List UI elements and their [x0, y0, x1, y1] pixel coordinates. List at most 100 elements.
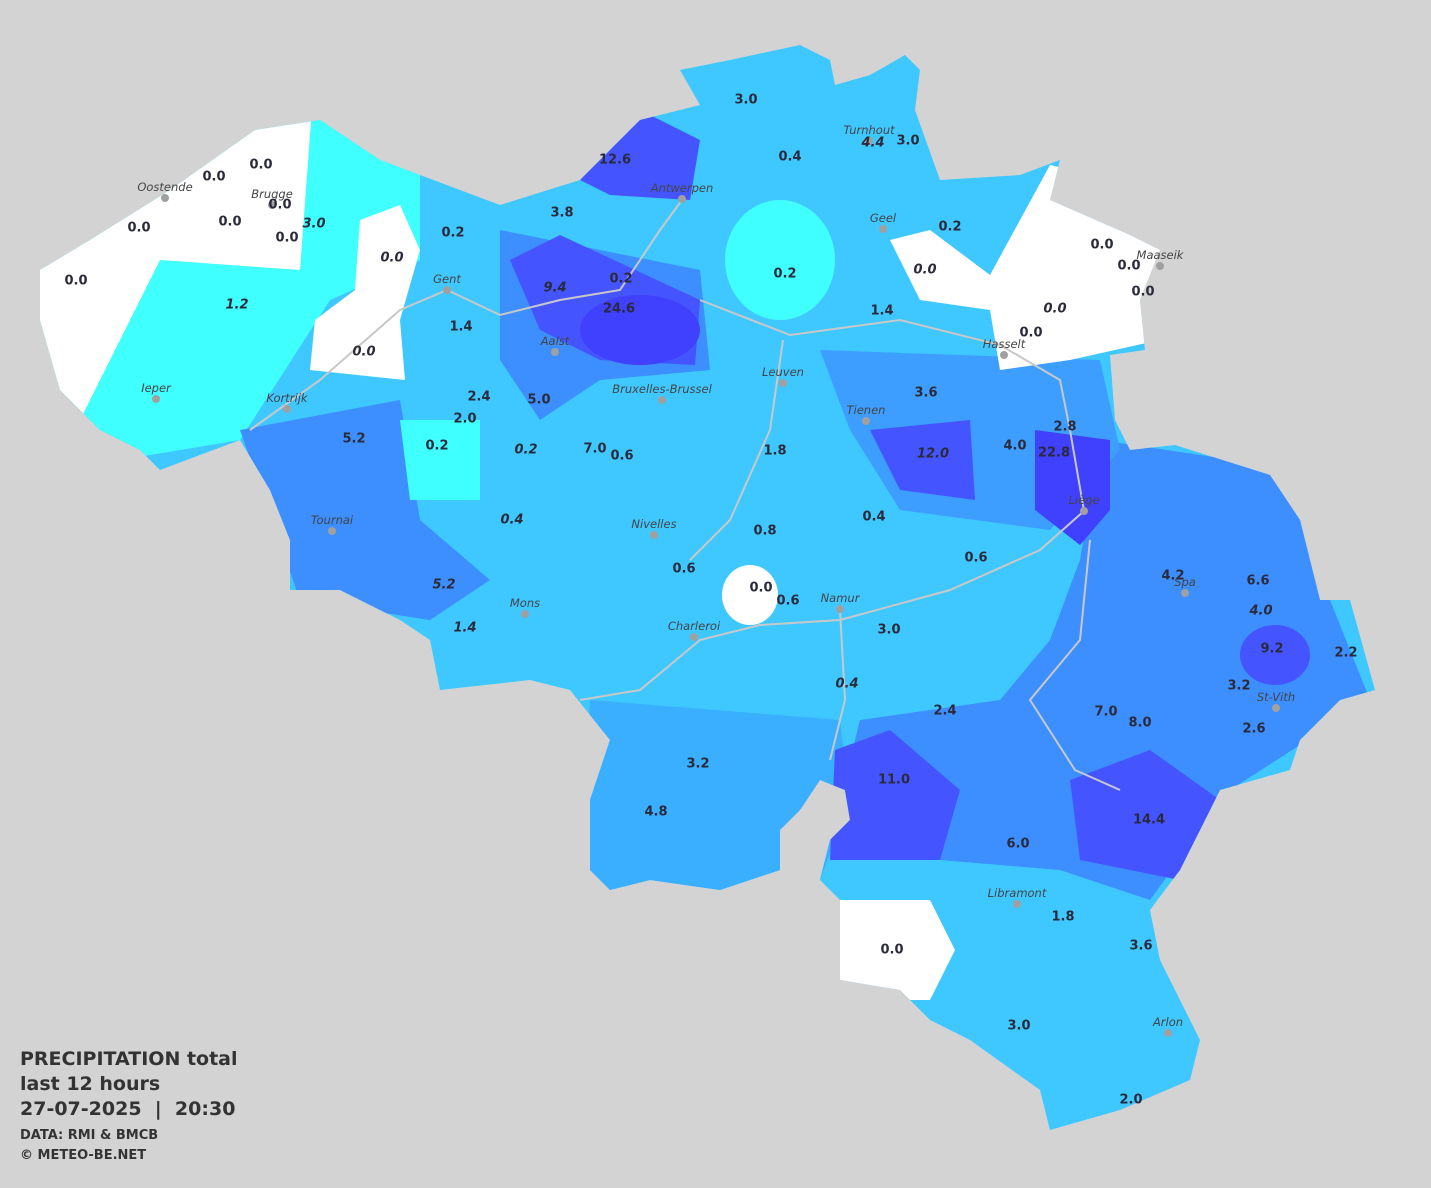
- reading: 5.2: [342, 432, 365, 447]
- band: [1240, 625, 1310, 685]
- reading: 22.8: [1038, 446, 1070, 461]
- reading: 0.2: [514, 443, 537, 458]
- reading: 0.4: [778, 150, 801, 165]
- reading: 3.0: [1007, 1019, 1030, 1034]
- reading: 1.4: [449, 320, 472, 335]
- band: [830, 440, 1370, 900]
- reading: 2.6: [1242, 722, 1265, 737]
- readings: 0.00.00.00.00.00.03.00.01.20.00.20.01.43…: [64, 93, 1357, 1108]
- reading: 12.0: [917, 447, 949, 462]
- city-name: Tournai: [311, 513, 354, 527]
- reading: 0.2: [609, 272, 632, 287]
- dry-zone: [722, 565, 778, 625]
- city-name: Libramont: [988, 886, 1047, 900]
- reading: 1.8: [763, 444, 786, 459]
- city-name: Brugge: [251, 187, 293, 201]
- city-name: Bruxelles-Brussel: [612, 382, 712, 396]
- cities: Oostende Brugge Gent Antwerpen Turnhout Geel M…: [137, 123, 1295, 1037]
- reading: 0.4: [835, 677, 858, 692]
- reading: 0.2: [773, 267, 796, 282]
- reading: 11.0: [878, 773, 910, 788]
- city-name: Nivelles: [631, 517, 676, 531]
- reading: 1.4: [870, 304, 893, 319]
- reading: 4.2: [1161, 569, 1184, 584]
- city-dot: [862, 417, 870, 425]
- reading: 2.8: [1053, 420, 1076, 435]
- reading: 0.0: [249, 158, 272, 173]
- reading: 8.0: [1128, 716, 1151, 731]
- map-subtitle: last 12 hours: [20, 1073, 160, 1095]
- reading: 0.4: [862, 510, 885, 525]
- city-name: Spa: [1174, 575, 1196, 589]
- band: [580, 700, 850, 900]
- band: [1035, 430, 1110, 545]
- reading: 2.0: [453, 412, 476, 427]
- reading: 14.4: [1133, 813, 1165, 828]
- reading: 0.0: [913, 263, 936, 278]
- reading: 0.0: [1043, 302, 1066, 317]
- dry-zone: [310, 205, 420, 380]
- city-dot: [1181, 589, 1189, 597]
- reading: 0.6: [776, 594, 799, 609]
- reading: 3.0: [734, 93, 757, 108]
- city-dot: [779, 379, 787, 387]
- city-name: Ieper: [141, 381, 172, 395]
- reading: 0.2: [425, 439, 448, 454]
- reading: 0.6: [964, 551, 987, 566]
- reading: 4.8: [644, 805, 667, 820]
- city-dot: [650, 531, 658, 539]
- city-dot: [283, 405, 291, 413]
- city-name: St-Vith: [1257, 690, 1295, 704]
- reading: 3.2: [686, 757, 709, 772]
- city-dot: [443, 286, 451, 294]
- reading: 0.0: [202, 170, 225, 185]
- city-name: Mons: [510, 596, 540, 610]
- band: [1070, 750, 1220, 880]
- band: [580, 110, 700, 200]
- city-name: Arlon: [1152, 1015, 1183, 1029]
- city-dot: [1080, 507, 1088, 515]
- band: [400, 420, 480, 500]
- reading: 3.2: [1227, 679, 1250, 694]
- reading: 1.8: [1051, 910, 1074, 925]
- city-name: Namur: [821, 591, 861, 605]
- reading: 0.6: [672, 562, 695, 577]
- reading: 3.8: [550, 206, 573, 221]
- river: [579, 299, 1086, 701]
- city-dot: [1156, 262, 1164, 270]
- reading: 12.6: [599, 153, 631, 168]
- city-dot: [678, 195, 686, 203]
- city-dot: [161, 194, 169, 202]
- city-name: Leuven: [762, 365, 804, 379]
- reading: 0.0: [749, 581, 772, 596]
- river: [1028, 539, 1121, 791]
- reading: 4.0: [1248, 604, 1272, 619]
- city-dot: [521, 610, 529, 618]
- reading: 0.0: [1131, 285, 1154, 300]
- river: [689, 339, 784, 561]
- reading: 1.4: [453, 621, 476, 636]
- city-name: Oostende: [137, 180, 192, 194]
- reading: 3.0: [896, 134, 919, 149]
- reading: 0.0: [352, 345, 375, 360]
- reading: 3.0: [302, 217, 325, 232]
- reading: 0.2: [938, 220, 961, 235]
- reading: 0.0: [1019, 326, 1042, 341]
- reading: 2.0: [1119, 1093, 1142, 1108]
- city-name: Maaseik: [1137, 248, 1185, 262]
- city-name: Liège: [1068, 493, 1099, 507]
- city-name: Hasselt: [983, 337, 1026, 351]
- city-dot: [152, 395, 160, 403]
- reading: 7.0: [1094, 705, 1117, 720]
- city-dot: [690, 633, 698, 641]
- reading: 2.4: [933, 704, 956, 719]
- reading: 0.0: [127, 221, 150, 236]
- reading: 0.0: [275, 231, 298, 246]
- river: [829, 609, 847, 761]
- band: [870, 420, 975, 500]
- reading: 5.0: [527, 393, 550, 408]
- reading: 0.6: [610, 449, 633, 464]
- river: [249, 199, 683, 431]
- city-dot: [268, 201, 276, 209]
